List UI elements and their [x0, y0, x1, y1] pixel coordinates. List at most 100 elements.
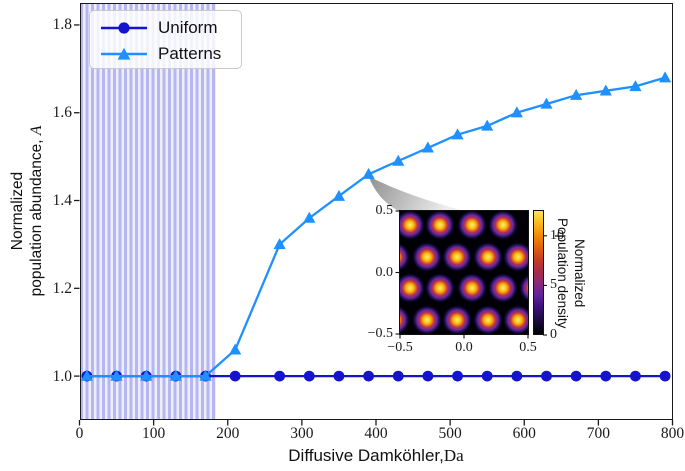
triangle-marker: [110, 369, 123, 381]
inset-x-tick-label: 0.5: [519, 340, 537, 355]
circle-marker: [452, 370, 463, 382]
triangle-marker: [510, 106, 523, 118]
triangle-marker: [658, 71, 672, 83]
inset-y-tick-label: −0.5: [367, 326, 393, 341]
triangle-marker: [229, 343, 242, 355]
circle-marker: [363, 370, 374, 382]
population-density-spot: [488, 273, 519, 304]
colorbar-label-line2: Population density: [555, 217, 570, 329]
series-line-patterns: [86, 76, 666, 378]
triangle-marker: [199, 369, 212, 381]
colorbar: [533, 210, 544, 335]
legend-item-patterns: Patterns: [99, 41, 241, 67]
circle-marker: [274, 370, 286, 382]
colorbar-tick-label: 10: [550, 227, 564, 243]
triangle-marker: [570, 88, 583, 100]
triangle-marker: [80, 369, 94, 381]
population-density-spot: [518, 273, 528, 304]
x-axis-label: Diffusive Damköhler,Da: [226, 446, 526, 466]
circle-marker: [303, 370, 315, 382]
legend-sample-uniform: [101, 22, 147, 34]
triangle-marker-icon: [117, 47, 131, 60]
y-tick-label: 1.0: [52, 367, 72, 385]
y-tick-label: 1.2: [52, 279, 72, 297]
y-tick-label: 1.6: [52, 104, 72, 122]
circle-marker: [333, 370, 345, 382]
circle-marker: [600, 370, 612, 382]
triangle-marker: [629, 80, 642, 92]
triangle-marker: [481, 119, 494, 131]
population-density-spot: [441, 241, 472, 272]
population-density-spot: [411, 241, 442, 272]
population-density-spot: [400, 211, 425, 241]
triangle-marker: [332, 189, 346, 201]
triangle-marker: [169, 369, 182, 381]
triangle-marker: [392, 154, 405, 166]
triangle-marker: [303, 211, 316, 223]
inset-pattern-heatmap: [399, 210, 529, 335]
colorbar-label-line1: Normalized: [572, 238, 587, 308]
colorbar-tick-label: 5: [550, 277, 557, 293]
x-tick-label: 100: [142, 425, 166, 442]
inset-y-tick-label: 0.0: [375, 264, 394, 280]
population-density-spot: [456, 273, 487, 304]
triangle-marker: [451, 128, 464, 140]
circle-marker: [570, 370, 582, 382]
legend-sample-patterns: [101, 47, 147, 60]
population-density-spot: [400, 304, 411, 334]
triangle-marker: [599, 84, 612, 96]
population-density-spot: [400, 241, 411, 272]
y-axis-label-math: A: [28, 125, 45, 136]
circle-marker: [659, 370, 671, 382]
inset-x-tick-label: 0.0: [455, 340, 473, 355]
x-tick-label: 0: [75, 425, 84, 442]
circle-marker: [511, 370, 523, 382]
data-series: [80, 71, 672, 382]
population-density-spot: [456, 211, 487, 241]
population-density-spot: [503, 241, 528, 272]
population-density-spot: [473, 304, 504, 334]
triangle-marker: [362, 167, 375, 179]
colorbar-label: Normalized Population density: [554, 188, 588, 358]
triangle-marker: [540, 97, 553, 109]
circle-marker-icon: [118, 22, 130, 34]
x-tick-label: 300: [290, 425, 314, 442]
legend-label-patterns: Patterns: [158, 44, 222, 63]
x-axis-label-math: Da: [443, 446, 464, 465]
circle-marker: [229, 370, 241, 382]
inset-y-tick-label: 0.5: [375, 203, 394, 218]
legend-label-uniform: Uniform: [158, 18, 218, 37]
x-tick-label: 600: [512, 425, 536, 442]
y-tick-label: 1.4: [52, 192, 72, 210]
population-density-spot: [411, 304, 442, 334]
legend: Uniform Patterns: [89, 10, 242, 69]
x-tick-label: 700: [586, 425, 610, 442]
circle-marker: [541, 370, 552, 382]
triangle-marker: [421, 141, 434, 153]
population-density-spot: [424, 273, 455, 304]
hatched-instability-region: [80, 4, 217, 420]
plot-frame: [79, 3, 673, 420]
inset-x-tick-label: −0.5: [387, 340, 413, 355]
population-density-spot: [441, 304, 472, 334]
triangle-marker: [140, 369, 153, 381]
circle-marker: [422, 370, 434, 382]
x-tick-label: 200: [216, 425, 240, 442]
population-density-spot: [424, 211, 455, 241]
population-density-spot: [488, 211, 519, 241]
population-density-spot: [503, 304, 528, 334]
circle-marker: [630, 370, 641, 382]
circle-marker: [392, 370, 404, 382]
circle-marker: [481, 370, 493, 382]
x-tick-label: 800: [660, 425, 685, 442]
legend-item-uniform: Uniform: [99, 15, 241, 41]
triangle-marker: [273, 238, 286, 250]
inset-callout-wedge: [368, 176, 466, 212]
x-tick-label: 500: [438, 425, 462, 442]
x-tick-label: 400: [364, 425, 388, 442]
population-density-spot: [473, 241, 504, 272]
colorbar-tick-label: 0: [550, 327, 557, 342]
y-tick-label: 1.8: [52, 16, 72, 34]
